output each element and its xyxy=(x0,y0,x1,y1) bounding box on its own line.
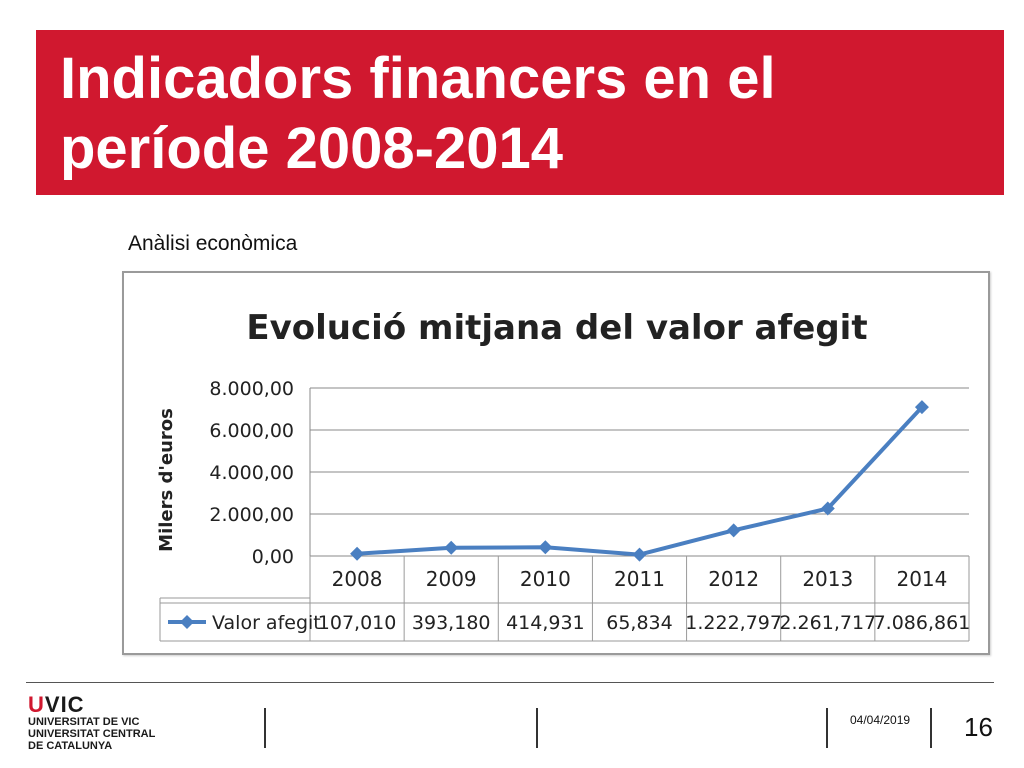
slide-date: 04/04/2019 xyxy=(850,713,911,727)
x-tick-label: 2012 xyxy=(708,567,759,591)
footer-separator xyxy=(264,708,266,748)
slide-subtitle: Anàlisi econòmica xyxy=(128,232,298,255)
data-point xyxy=(444,540,459,555)
data-value-label: 393,180 xyxy=(412,612,491,634)
data-value-label: 1.222,797 xyxy=(685,612,782,634)
x-tick-label: 2008 xyxy=(332,567,383,591)
series-line xyxy=(356,405,924,557)
chart-title: Evolució mitjana del valor afegit xyxy=(246,308,867,348)
y-tick-label: 0,00 xyxy=(252,546,294,568)
data-value-label: 2.261,717 xyxy=(779,612,876,634)
data-point xyxy=(538,540,553,555)
data-point xyxy=(820,501,835,516)
university-logo: UVIC UNIVERSITAT DE VIC UNIVERSITAT CENT… xyxy=(28,694,156,753)
x-tick-label: 2011 xyxy=(614,567,665,591)
x-tick-label: 2010 xyxy=(520,567,571,591)
line-chart: Evolució mitjana del valor afegit Milers … xyxy=(156,308,971,642)
chart-container: Evolució mitjana del valor afegit Milers … xyxy=(122,271,990,655)
legend-label: Valor afegit xyxy=(212,612,321,634)
x-tick-label: 2014 xyxy=(896,567,947,591)
y-tick-label: 4.000,00 xyxy=(209,462,294,484)
x-tick-label: 2013 xyxy=(802,567,853,591)
data-point xyxy=(632,547,647,562)
footer-separator xyxy=(826,708,828,748)
data-value-label: 7.086,861 xyxy=(874,612,971,634)
data-value-label: 65,834 xyxy=(606,612,672,634)
title-band: Indicadors financers en el període 2008-… xyxy=(36,30,1004,195)
logo-mark: UVIC xyxy=(28,694,155,716)
slide-title: Indicadors financers en el període 2008-… xyxy=(60,46,776,181)
data-value-label: 107,010 xyxy=(318,612,397,634)
x-tick-label: 2009 xyxy=(426,567,477,591)
logo-line-3: DE CATALUNYA xyxy=(28,740,113,752)
y-tick-label: 8.000,00 xyxy=(209,378,294,400)
y-tick-label: 6.000,00 xyxy=(209,420,294,442)
data-point xyxy=(914,400,929,415)
logo-line-2: UNIVERSITAT CENTRAL xyxy=(28,728,156,740)
legend-marker xyxy=(180,615,194,629)
page-number: 16 xyxy=(964,712,993,742)
footer-separator xyxy=(536,708,538,748)
logo-line-1: UNIVERSITAT DE VIC xyxy=(28,716,140,728)
footer-divider xyxy=(26,682,994,683)
y-tick-label: 2.000,00 xyxy=(209,504,294,526)
data-point xyxy=(350,546,365,561)
footer-separator xyxy=(930,708,932,748)
y-axis-label: Milers d'euros xyxy=(156,408,177,552)
data-point xyxy=(726,523,741,538)
logo-mark-rest: VIC xyxy=(44,692,85,717)
logo-mark-u: U xyxy=(28,692,45,717)
data-value-label: 414,931 xyxy=(506,612,585,634)
